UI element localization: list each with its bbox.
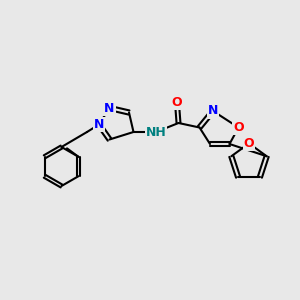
Text: N: N bbox=[208, 104, 218, 118]
Text: NH: NH bbox=[146, 125, 167, 139]
Text: O: O bbox=[244, 137, 254, 150]
Text: N: N bbox=[104, 101, 115, 115]
Text: O: O bbox=[172, 96, 182, 110]
Text: O: O bbox=[233, 121, 244, 134]
Text: N: N bbox=[94, 118, 104, 131]
